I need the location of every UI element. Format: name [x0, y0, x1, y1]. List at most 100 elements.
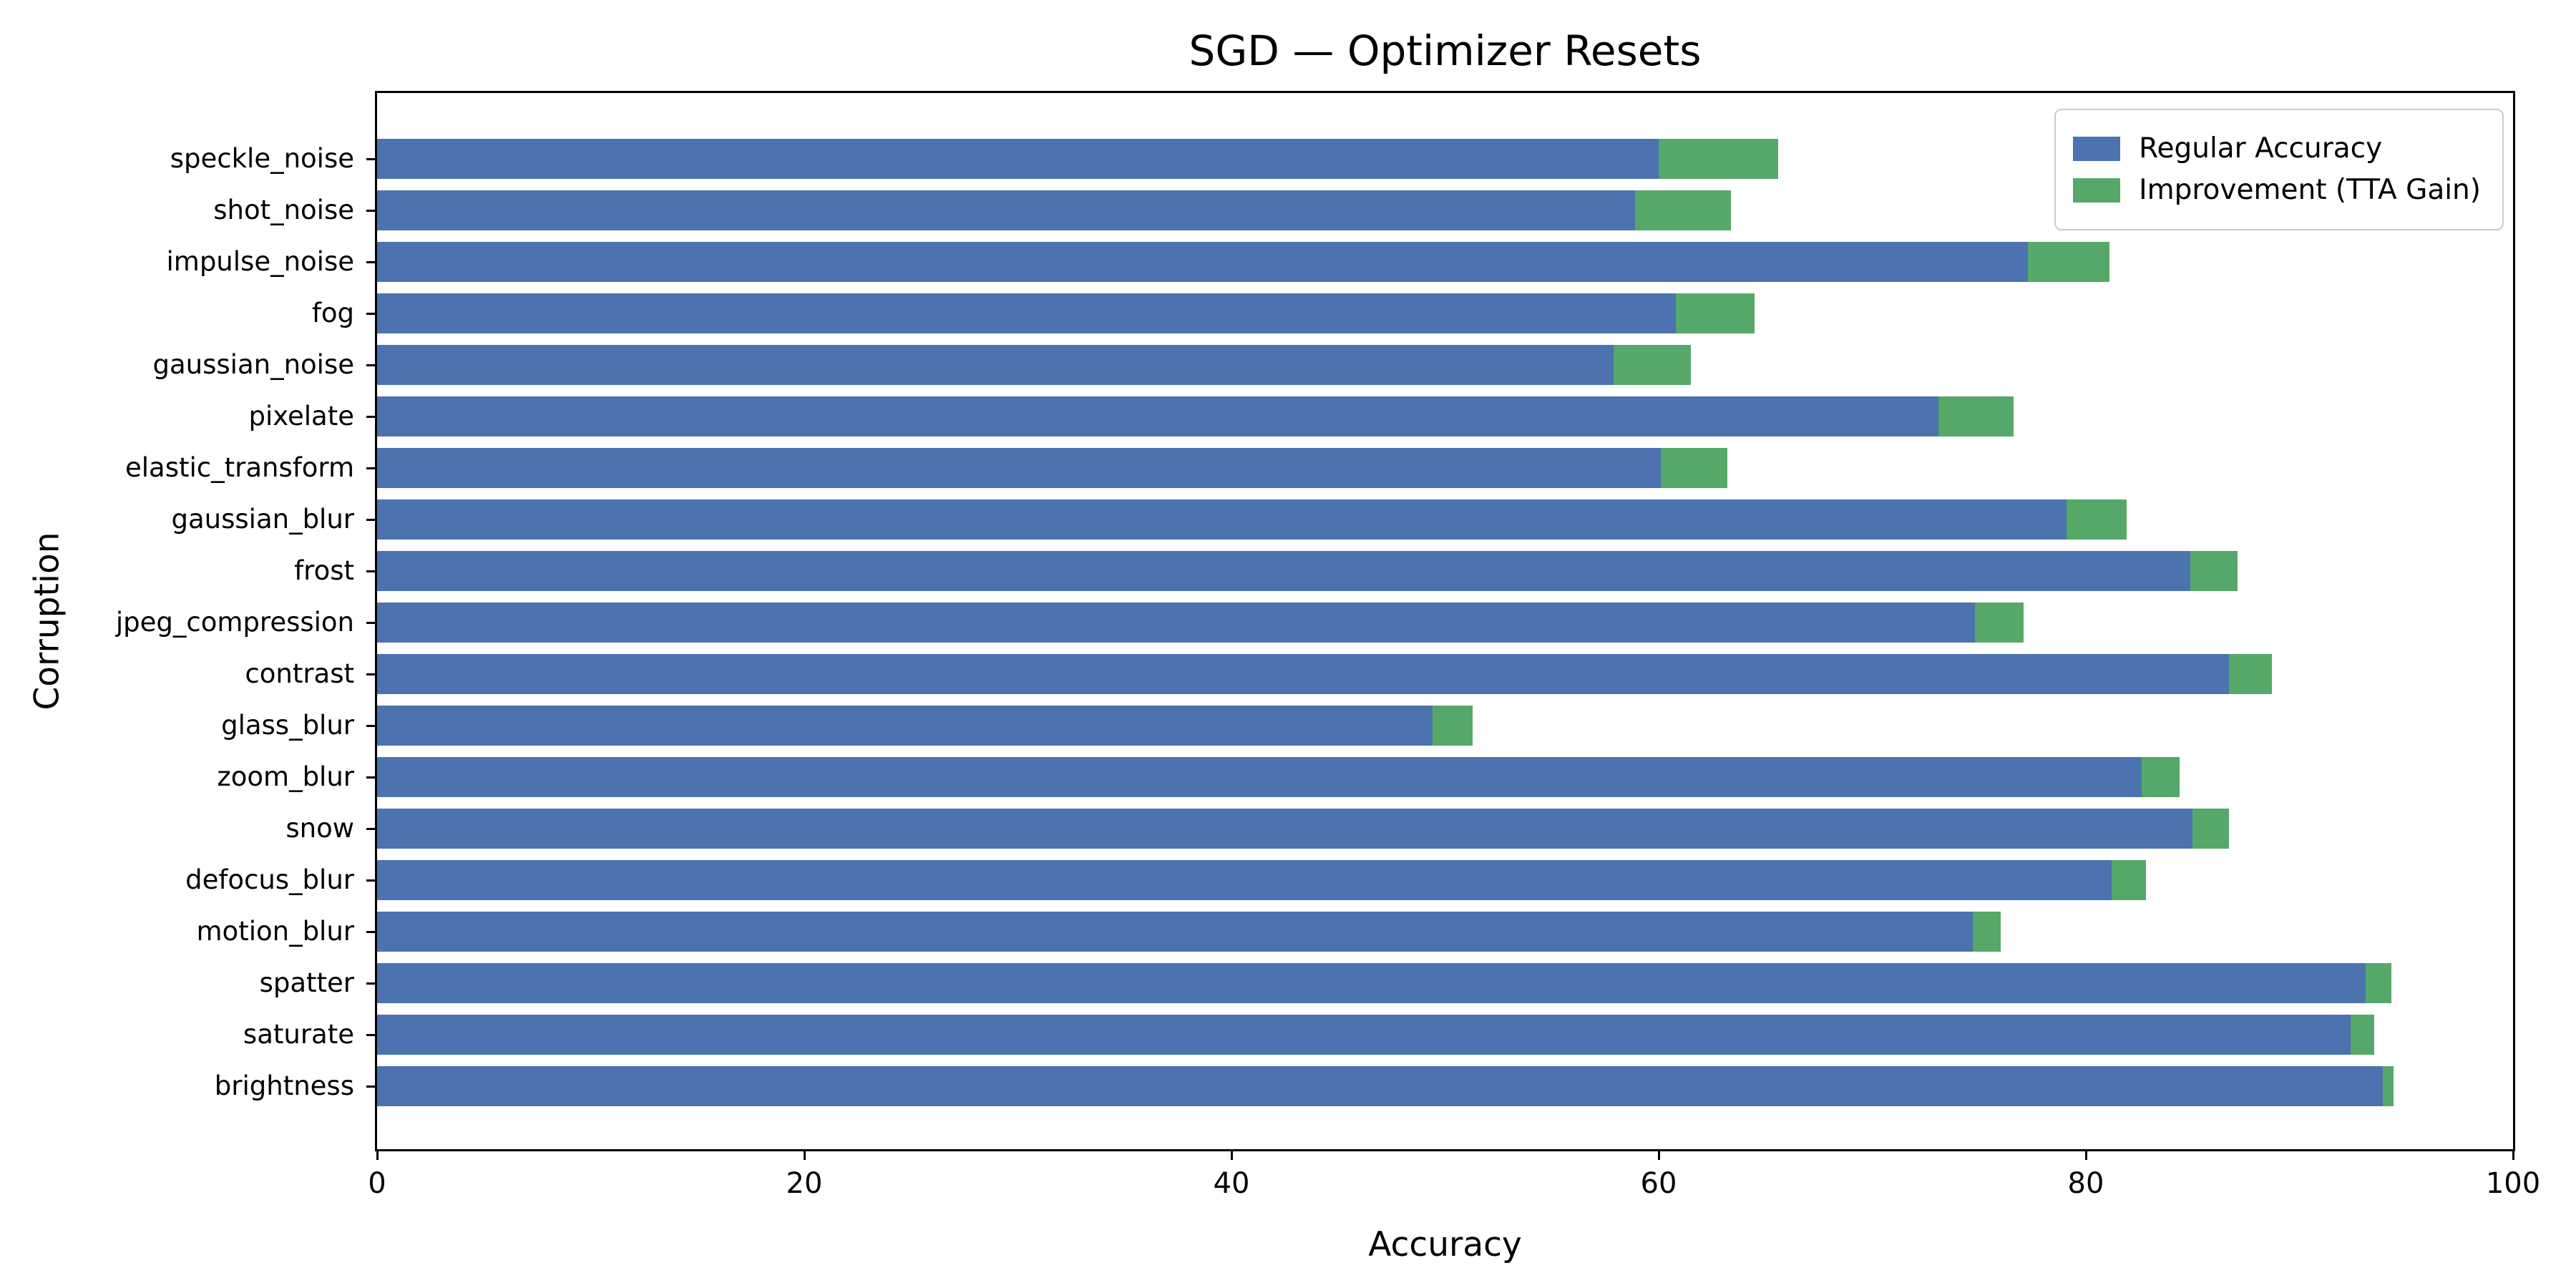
x-tick-label: 100 — [2485, 1167, 2541, 1200]
bar-tta-gain-segment — [2382, 1066, 2394, 1106]
bar-tta-gain-segment — [1660, 448, 1727, 488]
bar-regular-accuracy-segment — [377, 499, 2067, 540]
bar-tta-gain-segment — [1614, 345, 1691, 385]
bar-row — [377, 860, 2513, 900]
improvement-tta-gain-swatch-icon — [2073, 178, 2121, 203]
y-axis-label: Corruption — [27, 532, 67, 711]
bar-row — [377, 1066, 2513, 1106]
y-tick-mark — [366, 982, 375, 985]
bar-row — [377, 293, 2513, 333]
y-tick-mark — [366, 930, 375, 933]
y-tick-mark — [366, 570, 375, 572]
y-tick-mark — [366, 467, 375, 469]
y-tick-label: zoom_blur — [217, 761, 354, 792]
bar-tta-gain-segment — [2192, 809, 2229, 849]
bar-row — [377, 706, 2513, 746]
legend-label: Improvement (TTA Gain) — [2139, 174, 2481, 206]
bar-row — [377, 551, 2513, 591]
bar-tta-gain-segment — [2111, 860, 2146, 900]
y-tick-label: brightness — [214, 1070, 354, 1101]
bar-row — [377, 602, 2513, 643]
bar-regular-accuracy-segment — [377, 963, 2366, 1003]
bar-row — [377, 654, 2513, 694]
y-tick-label: snow — [286, 813, 354, 844]
x-tick-label: 60 — [1640, 1167, 1677, 1200]
y-tick-mark — [366, 673, 375, 675]
bar-regular-accuracy-segment — [377, 602, 1975, 643]
y-tick-mark — [366, 157, 375, 160]
bar-row — [377, 499, 2513, 540]
y-tick-label: spatter — [259, 967, 354, 998]
regular-accuracy-swatch-icon — [2073, 137, 2121, 161]
x-tick-mark — [803, 1151, 806, 1160]
bar-tta-gain-segment — [2366, 963, 2391, 1003]
bar-tta-gain-segment — [1675, 293, 1755, 333]
bar-regular-accuracy-segment — [377, 1015, 2351, 1055]
y-tick-mark — [366, 312, 375, 315]
y-tick-mark — [366, 415, 375, 418]
bar-row — [377, 1015, 2513, 1055]
bar-tta-gain-segment — [2067, 499, 2127, 540]
bar-regular-accuracy-segment — [377, 448, 1661, 488]
legend-label: Regular Accuracy — [2139, 132, 2383, 165]
bar-regular-accuracy-segment — [377, 654, 2229, 694]
bar-regular-accuracy-segment — [377, 706, 1433, 746]
y-tick-label: gaussian_noise — [152, 349, 354, 380]
y-tick-mark — [366, 827, 375, 830]
y-tick-label: speckle_noise — [170, 143, 354, 174]
bar-row — [377, 912, 2513, 952]
y-tick-mark — [366, 518, 375, 521]
y-tick-label: fog — [311, 298, 354, 328]
x-tick-mark — [2512, 1151, 2514, 1160]
bar-tta-gain-segment — [1635, 190, 1732, 230]
x-tick-label: 0 — [368, 1167, 386, 1200]
bar-regular-accuracy-segment — [377, 809, 2193, 849]
y-tick-label: saturate — [243, 1019, 354, 1050]
y-tick-label: contrast — [245, 658, 354, 689]
bar-regular-accuracy-segment — [377, 551, 2191, 591]
y-tick-label: motion_blur — [196, 916, 354, 947]
bar-regular-accuracy-segment — [377, 190, 1636, 230]
y-tick-label: impulse_noise — [166, 246, 355, 277]
bar-tta-gain-segment — [1432, 706, 1473, 746]
y-tick-label: shot_noise — [213, 195, 354, 225]
bar-row — [377, 448, 2513, 488]
y-tick-mark — [366, 724, 375, 727]
bar-row — [377, 242, 2513, 282]
legend-item-regular-accuracy: Regular Accuracy — [2073, 132, 2481, 166]
bar-row — [377, 345, 2513, 385]
x-tick-mark — [2084, 1151, 2087, 1160]
bar-regular-accuracy-segment — [377, 912, 1973, 952]
y-tick-label: pixelate — [248, 401, 354, 431]
x-tick-label: 80 — [2067, 1167, 2104, 1200]
legend-item-improvement-tta-gain: Improvement (TTA Gain) — [2073, 173, 2481, 208]
y-tick-mark — [366, 260, 375, 263]
bar-row — [377, 139, 2513, 179]
bar-tta-gain-segment — [2141, 757, 2180, 797]
bar-tta-gain-segment — [2351, 1015, 2374, 1055]
y-tick-mark — [366, 364, 375, 366]
bar-row — [377, 809, 2513, 849]
legend: Regular Accuracy Improvement (TTA Gain) — [2054, 109, 2504, 230]
x-tick-mark — [1230, 1151, 1233, 1160]
bar-tta-gain-segment — [1938, 396, 2014, 436]
y-tick-label: gaussian_blur — [171, 504, 355, 535]
bar-tta-gain-segment — [1974, 602, 2024, 643]
y-tick-mark — [366, 1085, 375, 1088]
y-tick-mark — [366, 209, 375, 212]
bar-regular-accuracy-segment — [377, 293, 1676, 333]
bar-row — [377, 396, 2513, 436]
plot-area: Regular Accuracy Improvement (TTA Gain) … — [116, 91, 2540, 1200]
bar-regular-accuracy-segment — [377, 396, 1939, 436]
x-tick-label: 40 — [1213, 1167, 1250, 1200]
bar-tta-gain-segment — [1972, 912, 2001, 952]
y-tick-mark — [366, 776, 375, 779]
y-tick-label: glass_blur — [221, 710, 354, 741]
x-axis-label: Accuracy — [1368, 1225, 1522, 1264]
bar-tta-gain-segment — [2228, 654, 2272, 694]
bar-regular-accuracy-segment — [377, 139, 1659, 179]
y-tick-label: jpeg_compression — [115, 607, 354, 638]
bar-tta-gain-segment — [2028, 242, 2109, 282]
y-tick-label: elastic_transform — [125, 452, 354, 483]
